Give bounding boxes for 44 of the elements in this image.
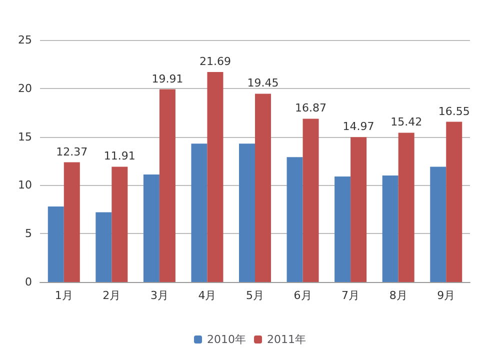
legend-label: 2010年 xyxy=(207,333,246,346)
x-tick-label: 7月 xyxy=(342,289,360,302)
bar xyxy=(350,137,367,282)
data-label: 12.37 xyxy=(56,145,88,158)
y-tick-label: 5 xyxy=(25,227,32,240)
data-label: 11.91 xyxy=(104,150,136,163)
x-tick-label: 2月 xyxy=(102,289,121,302)
bar xyxy=(255,94,271,282)
bar xyxy=(48,206,64,282)
bar xyxy=(430,166,446,282)
data-label: 21.69 xyxy=(199,55,231,68)
bar xyxy=(446,122,462,282)
bar xyxy=(112,166,128,282)
data-label: 14.97 xyxy=(342,120,374,134)
y-tick-label: 10 xyxy=(18,178,32,192)
y-tick-label: 15 xyxy=(18,130,32,144)
bar xyxy=(207,72,224,282)
bar xyxy=(239,144,255,282)
bar xyxy=(302,118,319,282)
x-tick-label: 4月 xyxy=(198,289,216,302)
bar xyxy=(96,212,112,282)
x-tick-label: 9月 xyxy=(437,289,456,302)
data-label: 16.87 xyxy=(295,102,327,115)
bar xyxy=(159,89,176,282)
y-tick-label: 20 xyxy=(18,82,32,95)
bar xyxy=(64,162,80,282)
data-label: 15.42 xyxy=(390,116,422,129)
y-tick-label: 25 xyxy=(18,34,32,46)
x-tick-label: 3月 xyxy=(150,289,168,302)
x-tick-label: 5月 xyxy=(246,289,264,302)
data-label: 19.45 xyxy=(247,76,279,90)
bar xyxy=(191,144,208,282)
bar xyxy=(286,157,303,282)
y-tick-label: 0 xyxy=(25,276,32,288)
bar xyxy=(398,132,414,282)
x-tick-label: 6月 xyxy=(294,289,312,302)
x-tick-label: 1月 xyxy=(54,289,73,302)
bar xyxy=(143,174,160,282)
bar xyxy=(334,176,351,282)
data-label: 16.55 xyxy=(438,104,470,118)
x-tick-label: 8月 xyxy=(389,289,408,302)
legend-label: 2011年 xyxy=(267,333,306,346)
bar xyxy=(382,176,398,282)
data-label: 19.91 xyxy=(152,72,184,86)
